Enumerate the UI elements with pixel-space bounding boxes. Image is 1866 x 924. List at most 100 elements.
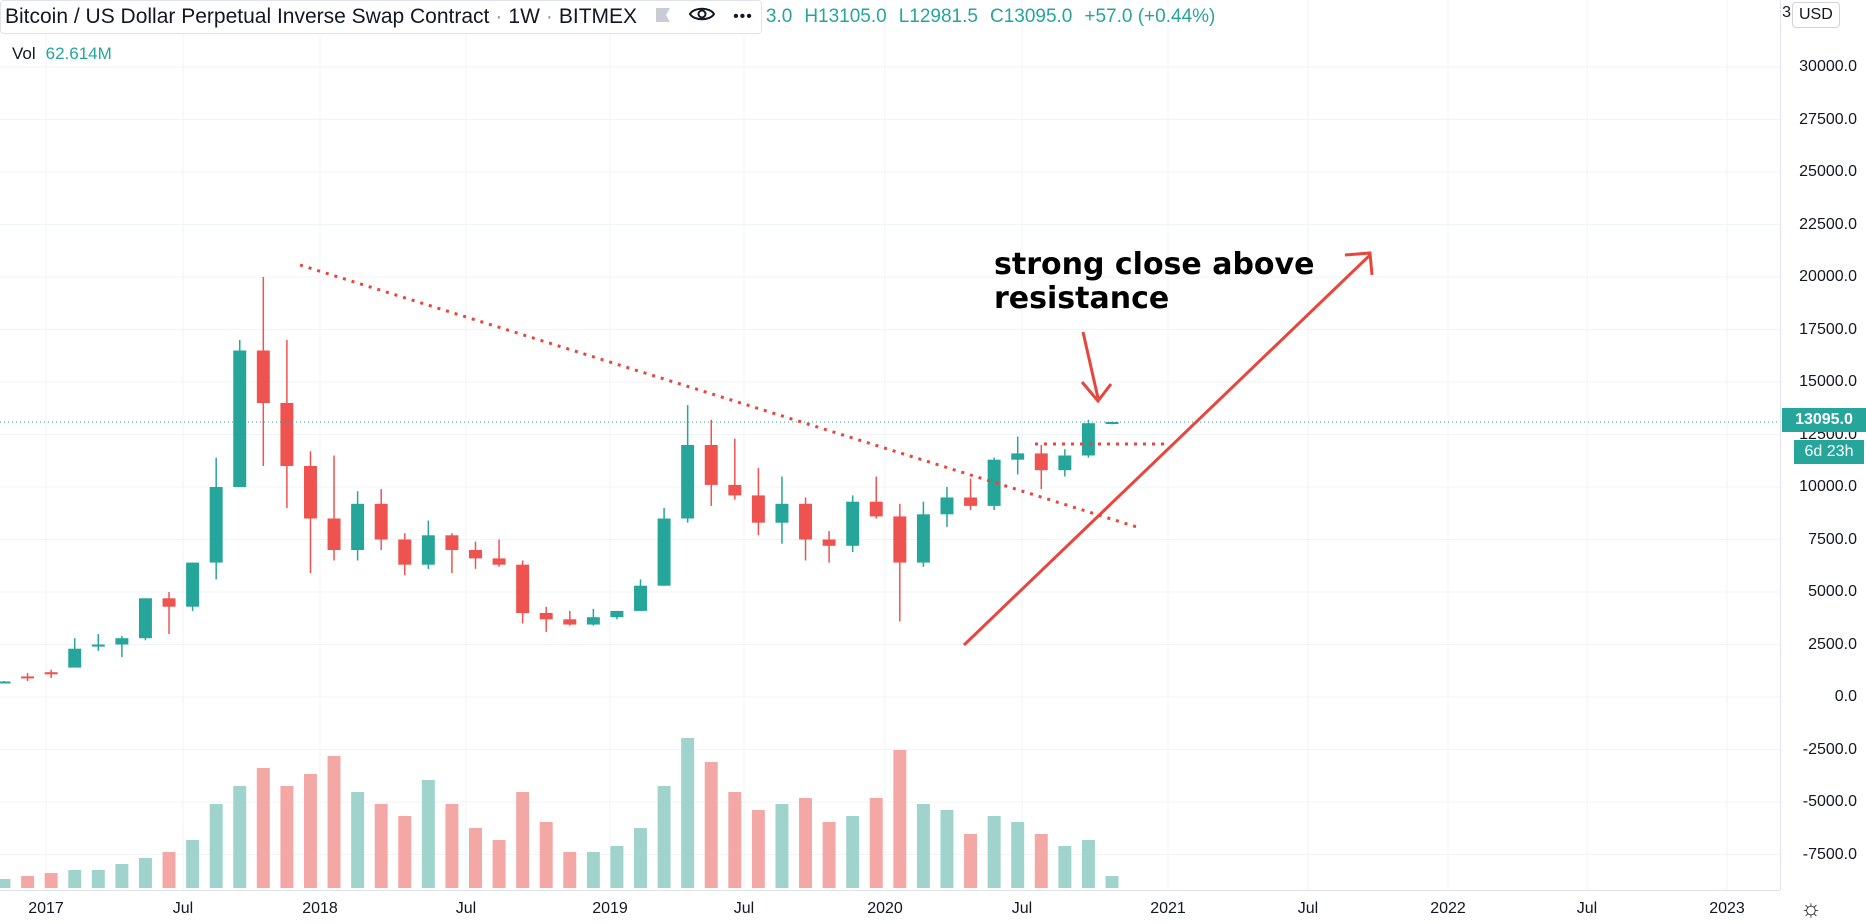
volume-bar <box>327 756 341 888</box>
candle-body <box>822 539 836 546</box>
more-icon[interactable]: ••• <box>733 8 753 25</box>
volume-bar <box>987 816 1001 888</box>
time-tick-label: 2017 <box>28 900 64 917</box>
time-tick-label: 2023 <box>1709 900 1745 917</box>
volume-bar <box>398 816 412 888</box>
volume-label: Vol <box>12 44 36 63</box>
candle-body <box>704 445 718 485</box>
candle-body <box>351 503 365 550</box>
volume-bar <box>657 786 671 888</box>
candle-body <box>115 638 129 645</box>
candle-body <box>751 495 765 523</box>
price-tick-label: 7500.0 <box>1808 530 1857 548</box>
volume-bar <box>374 804 388 888</box>
volume-bar <box>586 852 600 888</box>
candle-body <box>44 672 58 675</box>
candle-body <box>0 681 11 684</box>
candle-body <box>728 484 742 496</box>
low-value: L12981.5 <box>898 6 978 27</box>
volume-bar <box>91 870 105 888</box>
candle-body <box>1011 453 1025 460</box>
volume-bar <box>516 792 530 888</box>
price-tick-label: 15000.0 <box>1799 373 1857 390</box>
candle-body <box>186 562 200 607</box>
price-tick-label: -7500.0 <box>1802 845 1857 863</box>
price-axis[interactable]: 30000.0 27500.0 25000.0 22500.0 20000.0 17500… <box>1780 0 1866 890</box>
volume-bar <box>233 786 247 888</box>
candle-body <box>869 501 883 517</box>
volume-legend[interactable]: Vol 62.614M <box>12 44 112 64</box>
volume-bar <box>634 828 647 888</box>
volume-bar <box>303 774 317 888</box>
trend-arrow-head <box>1344 251 1374 276</box>
symbol-title[interactable]: Bitcoin / US Dollar Perpetual Inverse Sw… <box>5 5 490 28</box>
settings-gear-icon[interactable]: ☼ <box>1800 895 1822 922</box>
price-tick-label: 10000.0 <box>1799 478 1857 495</box>
candle-body <box>138 598 152 639</box>
volume-bar <box>209 804 223 888</box>
volume-bar <box>44 873 58 888</box>
volume-bar <box>893 750 907 888</box>
candle-body <box>539 613 553 620</box>
volume-bar <box>704 762 718 888</box>
price-tick-label: 20000.0 <box>1799 268 1857 285</box>
volume-bar <box>138 858 152 888</box>
volume-bar <box>162 852 176 888</box>
volume-bar <box>940 810 954 888</box>
time-tick-label: 2022 <box>1430 900 1466 917</box>
volume-bar <box>1081 840 1095 888</box>
volume-bar <box>869 798 883 888</box>
resistance-trendline <box>299 263 1141 530</box>
volume-bar <box>421 780 435 888</box>
last-price-label: 13095.0 <box>1782 408 1866 432</box>
volume-bar <box>799 798 813 888</box>
volume-bar <box>115 864 129 888</box>
bar-countdown-label: 6d 23h <box>1794 440 1864 464</box>
candle-body <box>893 516 907 563</box>
candle-body <box>21 676 35 679</box>
candle-body <box>987 459 1001 506</box>
annotation-line-2: resistance <box>994 281 1170 316</box>
candle-body <box>469 550 482 559</box>
flag-icon[interactable] <box>655 6 671 29</box>
volume-bar <box>256 768 270 888</box>
volume-bar <box>0 879 11 888</box>
volume-bar <box>728 792 742 888</box>
volume-bar <box>351 792 365 888</box>
volume-bar <box>492 840 506 888</box>
price-tick-label: -5000.0 <box>1802 793 1857 810</box>
price-tick-label: 25000.0 <box>1799 163 1857 180</box>
price-tick-label: 0.0 <box>1834 688 1857 705</box>
time-axis[interactable]: 2017 Jul 2018 Jul 2019 Jul 2020 Jul 2021 Jul 2022 J… <box>0 890 1780 924</box>
time-tick-label: Jul <box>1297 900 1319 917</box>
candle-body <box>209 487 223 563</box>
volume-bar <box>1058 846 1072 888</box>
symbol-legend: Bitcoin / US Dollar Perpetual Inverse Sw… <box>0 0 1227 34</box>
chart-pane[interactable]: strong close above resistance <box>0 0 1780 890</box>
candle-body <box>280 403 294 466</box>
symbol-title-box[interactable]: Bitcoin / US Dollar Perpetual Inverse Sw… <box>0 0 762 34</box>
price-tick-label: 27500.0 <box>1799 110 1857 128</box>
candle-body <box>657 518 671 586</box>
volume-bar <box>469 828 482 888</box>
candle-body <box>846 501 860 546</box>
candle-body <box>445 535 459 550</box>
time-tick-label: Jul <box>733 900 755 917</box>
time-tick-label: 2019 <box>592 900 628 917</box>
annotation-text[interactable]: strong close above resistance <box>994 248 1314 316</box>
price-tick-label: 30000.0 <box>1799 58 1857 75</box>
close-value: C13095.0 <box>989 6 1073 27</box>
candle-body <box>374 503 388 540</box>
volume-bar <box>1011 822 1025 888</box>
interval-label[interactable]: 1W <box>508 5 540 28</box>
eye-icon[interactable] <box>688 5 716 29</box>
price-tick-label-partial: 3 <box>1782 4 1791 21</box>
price-tick-label: 22500.0 <box>1799 215 1857 233</box>
candle-body <box>233 350 247 487</box>
time-tick-label: 2021 <box>1150 900 1186 917</box>
chart-canvas[interactable] <box>0 0 1780 890</box>
exchange-label[interactable]: BITMEX <box>558 5 638 28</box>
currency-button[interactable]: USD <box>1792 2 1840 28</box>
candle-body <box>799 503 813 540</box>
